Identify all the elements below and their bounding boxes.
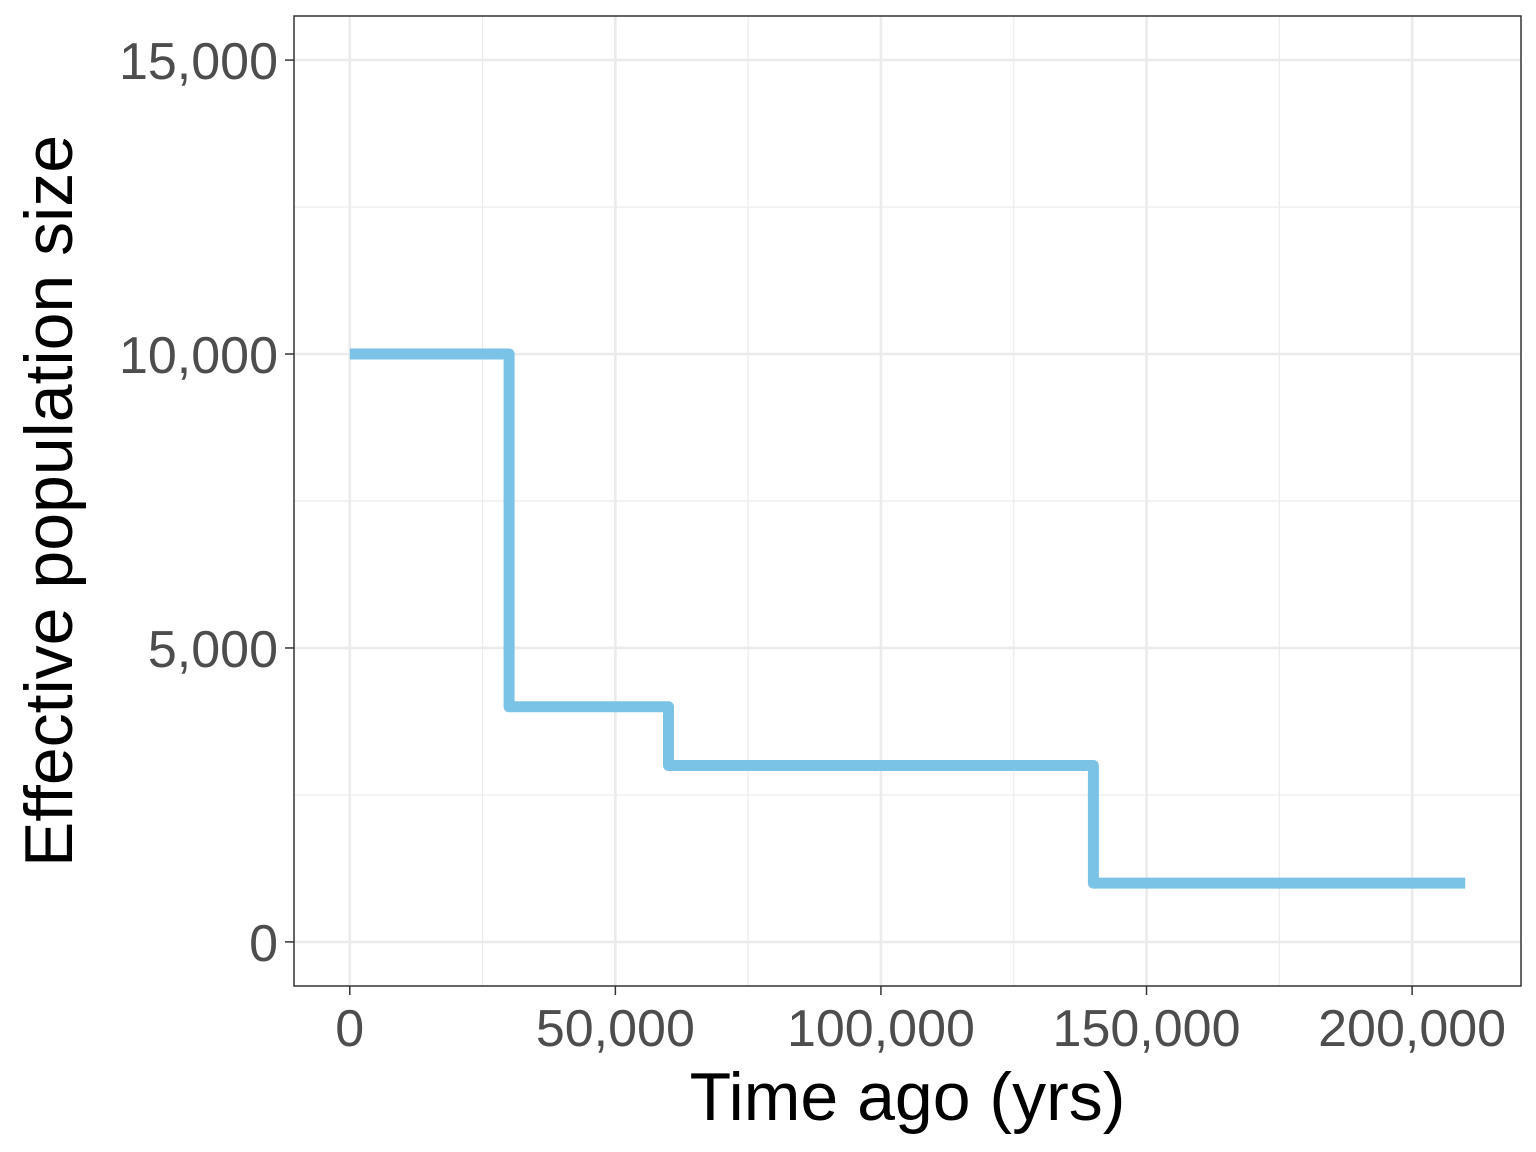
x-tick-label: 0	[335, 1000, 364, 1058]
y-tick-label: 0	[249, 915, 278, 973]
y-axis-ticks: 0 5,000 10,000 15,000	[119, 33, 294, 973]
y-tick-label: 10,000	[119, 327, 278, 385]
minor-gridlines	[294, 16, 1521, 986]
x-tick-label: 50,000	[536, 1000, 695, 1058]
x-axis-ticks: 0 50,000 100,000 150,000 200,000	[335, 986, 1506, 1058]
major-gridlines	[294, 16, 1521, 986]
x-tick-label: 100,000	[787, 1000, 975, 1058]
x-axis-title: Time ago (yrs)	[690, 1059, 1126, 1135]
x-tick-label: 200,000	[1318, 1000, 1506, 1058]
y-tick-label: 15,000	[119, 33, 278, 91]
y-tick-label: 5,000	[148, 621, 278, 679]
plot-panel-border	[293, 15, 1522, 987]
y-axis-title: Effective population size	[11, 135, 87, 867]
series-line-1	[349, 348, 1466, 889]
series-layer	[349, 348, 1466, 889]
x-tick-label: 150,000	[1053, 1000, 1241, 1058]
